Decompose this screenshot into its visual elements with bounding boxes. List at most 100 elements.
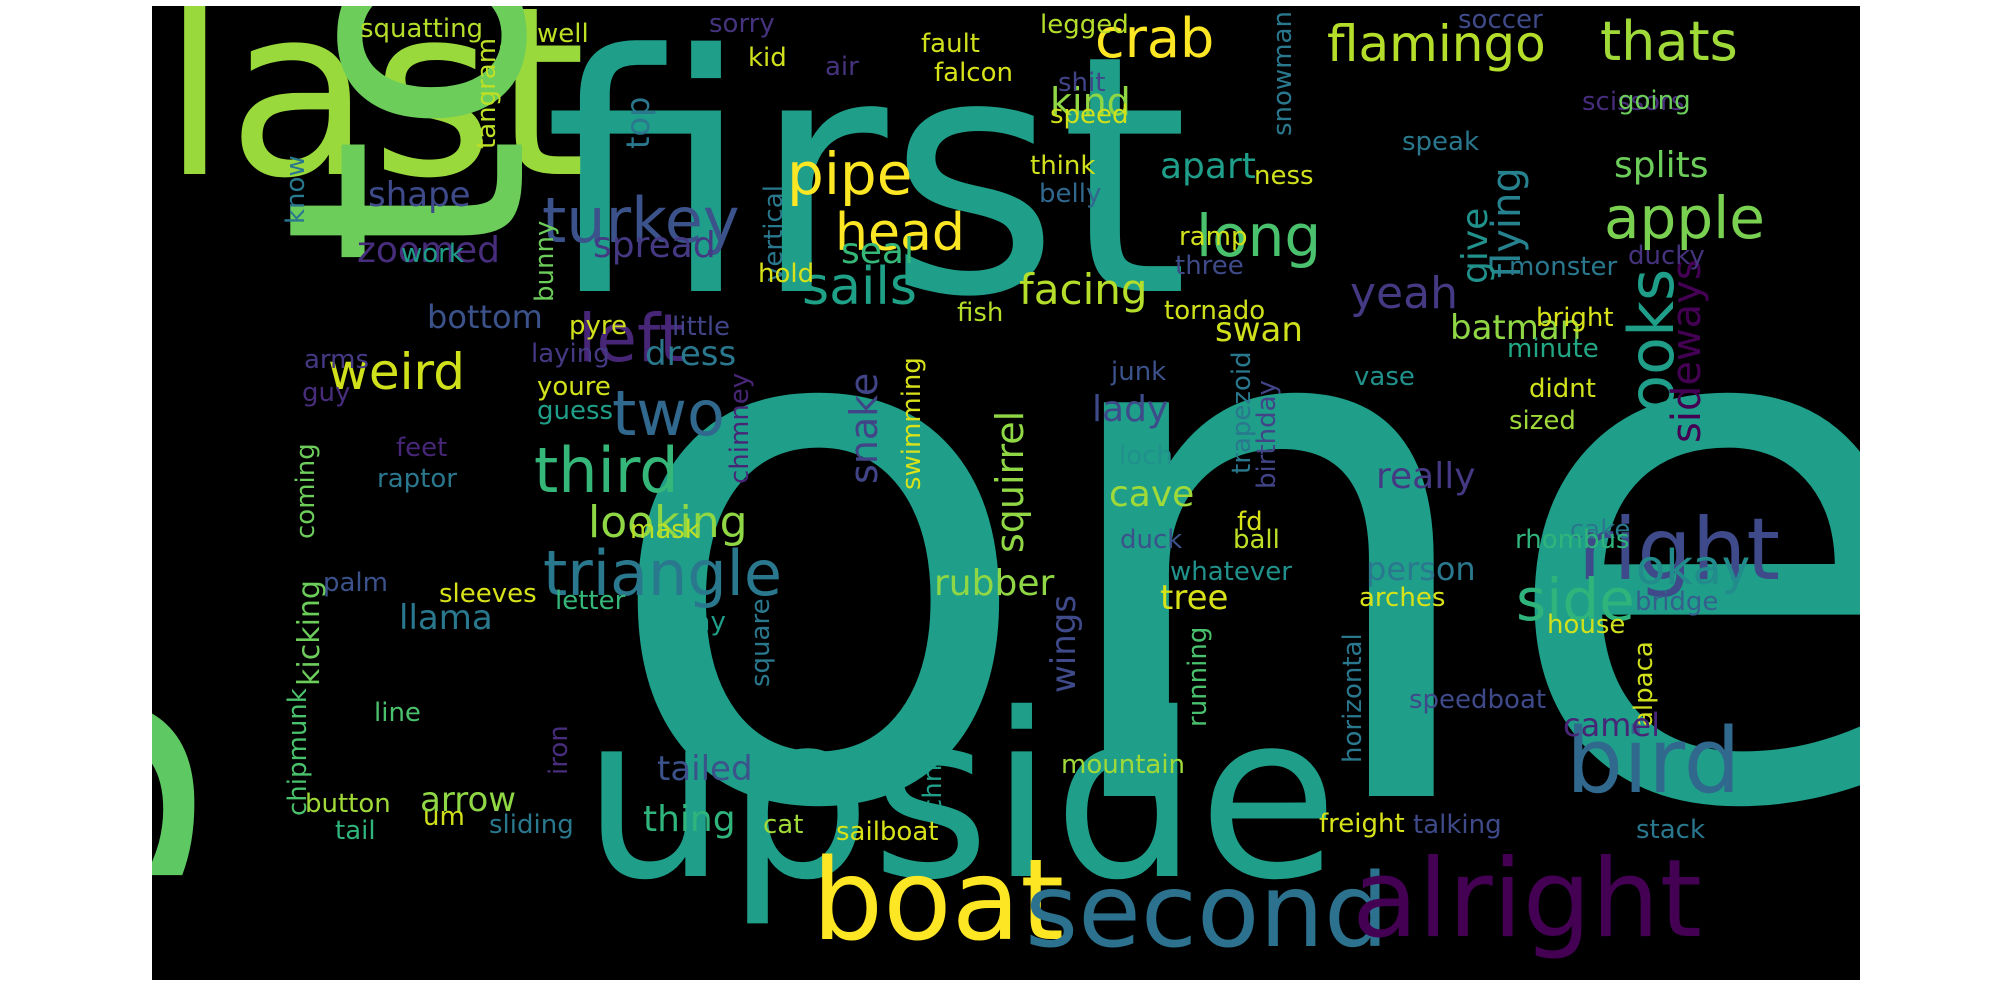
word-one: one bbox=[598, 128, 1860, 966]
word-to: to bbox=[216, 6, 600, 266]
word-talking: talking bbox=[1413, 810, 1502, 840]
word-christmas: christmas bbox=[918, 686, 948, 813]
word-sliding: sliding bbox=[489, 810, 574, 840]
word-falcon: falcon bbox=[934, 58, 1013, 88]
word-camel: camel bbox=[1563, 706, 1660, 744]
word-pyre: pyre bbox=[569, 311, 627, 341]
word-apart: apart bbox=[1160, 146, 1256, 187]
word-snake: snake bbox=[842, 373, 886, 484]
word-shit: shit bbox=[1058, 68, 1105, 98]
word-bottom: bottom bbox=[427, 298, 543, 336]
word-tangram: tangram bbox=[472, 38, 502, 149]
word-flying: flying bbox=[1484, 167, 1530, 278]
word-scissors: scissors bbox=[1582, 87, 1684, 117]
word-raptor: raptor bbox=[377, 464, 457, 494]
word-okay: okay bbox=[1636, 540, 1750, 596]
word-g: g bbox=[152, 659, 207, 926]
word-minute: minute bbox=[1507, 334, 1599, 364]
word-turkey: turkey bbox=[542, 184, 740, 257]
word-fish: fish bbox=[957, 298, 1003, 328]
word-spread: spread bbox=[593, 225, 716, 266]
word-stack: stack bbox=[1636, 815, 1705, 845]
word-right: right bbox=[1578, 500, 1780, 600]
word-mountain: mountain bbox=[1061, 750, 1185, 780]
word-arms: arms bbox=[304, 345, 369, 375]
word-line: line bbox=[374, 698, 421, 728]
word-freight: freight bbox=[1319, 809, 1405, 839]
word-alpaca: alpaca bbox=[1629, 641, 1659, 727]
word-tornado: tornado bbox=[1164, 296, 1265, 326]
word-three: three bbox=[1175, 251, 1244, 281]
word-palm: palm bbox=[323, 568, 388, 598]
word-sorry: sorry bbox=[709, 9, 775, 39]
word-seal: seal bbox=[841, 231, 914, 272]
word-give: give bbox=[1455, 208, 1496, 284]
word-know: know bbox=[281, 155, 311, 224]
word-chipmunk: chipmunk bbox=[283, 688, 313, 816]
word-speed: speed bbox=[1050, 100, 1129, 130]
word-swan: swan bbox=[1215, 310, 1303, 350]
word-tree: tree bbox=[1160, 578, 1228, 618]
word-cake: cake bbox=[1570, 515, 1630, 545]
word-soccer: soccer bbox=[1458, 6, 1543, 35]
word-facing: facing bbox=[1019, 265, 1148, 314]
word-well: well bbox=[537, 19, 589, 49]
word-weird: weird bbox=[328, 343, 465, 401]
word-squatting: squatting bbox=[360, 14, 483, 44]
word-air: air bbox=[825, 52, 859, 82]
word-loch: loch bbox=[1119, 441, 1173, 471]
word-second: second bbox=[1025, 852, 1389, 971]
word-head: head bbox=[835, 203, 965, 263]
word-speak: speak bbox=[1402, 127, 1479, 157]
word-square: square bbox=[746, 598, 776, 687]
word-splits: splits bbox=[1614, 145, 1708, 186]
word-guy: guy bbox=[302, 378, 350, 408]
word-crab: crab bbox=[1095, 7, 1214, 70]
word-dress: dress bbox=[645, 334, 736, 374]
word-pipe: pipe bbox=[787, 140, 912, 208]
word-arches: arches bbox=[1359, 583, 1445, 613]
word-squirrel: squirrel bbox=[988, 411, 1032, 553]
word-cat: cat bbox=[763, 810, 803, 840]
word-monster: monster bbox=[1509, 252, 1617, 282]
word-looks: looks bbox=[1615, 269, 1688, 430]
word-bridge: bridge bbox=[1635, 587, 1718, 617]
word-fault: fault bbox=[921, 29, 980, 59]
word-horizontal: horizontal bbox=[1338, 633, 1368, 763]
word-first: first bbox=[544, 6, 1189, 369]
word-really: really bbox=[1376, 456, 1476, 497]
word-guess: guess bbox=[537, 396, 613, 426]
word-last: last bbox=[162, 6, 586, 230]
word-llama: llama bbox=[399, 598, 493, 638]
word-rhombus: rhombus bbox=[1515, 525, 1629, 555]
word-thats: thats bbox=[1600, 10, 1738, 73]
word-tail: tail bbox=[335, 816, 376, 846]
word-lady: lady bbox=[1092, 389, 1168, 430]
word-thing: thing bbox=[643, 799, 736, 840]
word-bunny: bunny bbox=[530, 221, 560, 302]
word-fd: fd bbox=[1237, 507, 1263, 537]
word-ball: ball bbox=[1233, 525, 1280, 555]
word-vase: vase bbox=[1354, 362, 1415, 392]
word-cave: cave bbox=[1109, 474, 1194, 515]
word-little: little bbox=[672, 312, 730, 342]
word-third: third bbox=[534, 434, 679, 507]
word-ducky: ducky bbox=[1628, 241, 1705, 271]
word-shape: shape bbox=[368, 175, 471, 215]
word-looking: looking bbox=[588, 497, 748, 548]
word-mask: mask bbox=[630, 515, 700, 545]
word-going: going bbox=[1618, 86, 1691, 116]
word-snowman: snowman bbox=[1268, 11, 1298, 136]
word-tailed: tailed bbox=[657, 749, 753, 789]
word-two: two bbox=[612, 377, 725, 450]
word-kind: kind bbox=[1050, 80, 1131, 124]
word-flamingo: flamingo bbox=[1327, 15, 1546, 73]
word-ness: ness bbox=[1254, 161, 1314, 191]
word-yeah: yeah bbox=[1350, 268, 1458, 319]
word-feet: feet bbox=[396, 433, 447, 463]
word-didnt: didnt bbox=[1529, 374, 1596, 404]
word-batman: batman bbox=[1450, 308, 1581, 348]
word-sails: sails bbox=[802, 257, 917, 317]
word-sized: sized bbox=[1509, 406, 1576, 436]
